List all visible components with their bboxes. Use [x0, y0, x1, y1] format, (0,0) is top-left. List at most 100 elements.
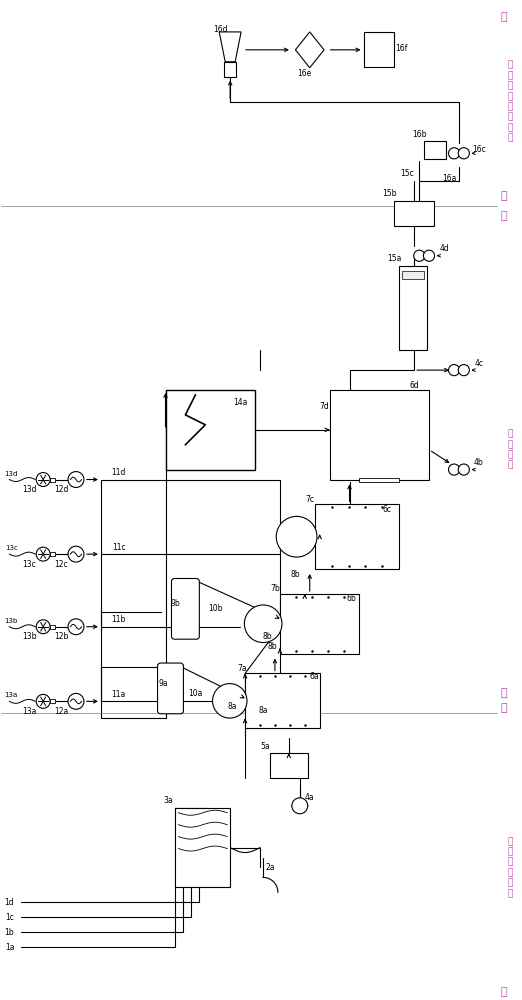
Circle shape	[212, 684, 247, 718]
FancyBboxPatch shape	[172, 579, 199, 639]
Bar	[245, 673, 319, 728]
FancyBboxPatch shape	[158, 663, 183, 714]
Text: 〉: 〉	[501, 191, 507, 201]
Circle shape	[448, 365, 460, 376]
Text: 14a: 14a	[233, 398, 247, 407]
Text: 15a: 15a	[387, 254, 401, 263]
Text: 4c: 4c	[474, 359, 483, 368]
Text: 13a: 13a	[22, 707, 37, 716]
Text: 8a: 8a	[228, 702, 237, 711]
Bar	[402, 271, 424, 279]
Circle shape	[423, 250, 435, 261]
Circle shape	[68, 472, 84, 487]
Bar	[50, 478, 55, 482]
Text: 6d: 6d	[409, 381, 419, 390]
Text: 4a: 4a	[305, 793, 315, 802]
Text: 12a: 12a	[54, 707, 68, 716]
Circle shape	[36, 547, 50, 561]
Bar	[224, 62, 236, 77]
Text: 6a: 6a	[310, 672, 319, 681]
Text: 7c: 7c	[305, 495, 314, 504]
Circle shape	[458, 464, 469, 475]
Bar	[50, 625, 55, 629]
Circle shape	[68, 693, 84, 709]
Text: 16c: 16c	[472, 145, 485, 154]
Bar	[270, 753, 308, 778]
Bar	[399, 266, 427, 350]
Bar	[50, 552, 55, 556]
Text: 颗
粒
化
、
包
装
工
序: 颗 粒 化 、 包 装 工 序	[508, 61, 513, 142]
Circle shape	[292, 798, 308, 814]
Text: 13b: 13b	[5, 618, 18, 624]
Text: 13d: 13d	[22, 485, 37, 494]
Text: 16d: 16d	[213, 25, 228, 34]
Text: 13c: 13c	[5, 545, 18, 551]
Text: 13b: 13b	[22, 632, 37, 641]
Text: 1d: 1d	[5, 898, 14, 907]
Circle shape	[448, 148, 460, 159]
Circle shape	[244, 605, 282, 643]
Text: 11b: 11b	[112, 615, 126, 624]
Bar	[315, 504, 399, 569]
Text: 7d: 7d	[320, 402, 329, 411]
Text: 12b: 12b	[54, 632, 68, 641]
Text: 1b: 1b	[5, 928, 14, 937]
Text: 10b: 10b	[208, 604, 222, 613]
Text: 12d: 12d	[54, 485, 68, 494]
Text: 1a: 1a	[5, 943, 14, 952]
Text: 16f: 16f	[395, 44, 408, 53]
Text: 9b: 9b	[171, 599, 180, 608]
Text: 13a: 13a	[5, 692, 18, 698]
Circle shape	[68, 546, 84, 562]
Bar	[165, 390, 255, 470]
Text: 5a: 5a	[260, 742, 270, 751]
Text: 〈: 〈	[501, 703, 507, 713]
Circle shape	[276, 516, 317, 557]
Text: 7b: 7b	[270, 584, 280, 593]
Text: 11c: 11c	[112, 543, 126, 552]
Bar	[360, 478, 399, 482]
Text: 8a: 8a	[258, 706, 268, 715]
Bar	[424, 141, 446, 159]
Text: 12c: 12c	[54, 560, 68, 569]
Polygon shape	[295, 32, 324, 68]
Bar	[329, 390, 429, 480]
Text: 3a: 3a	[164, 796, 173, 805]
Text: 9a: 9a	[159, 679, 168, 688]
Text: 〉: 〉	[501, 987, 507, 997]
Text: 16b: 16b	[412, 130, 426, 139]
Text: 縮
聚
工
序: 縮 聚 工 序	[508, 430, 513, 470]
Circle shape	[68, 619, 84, 635]
Text: 〈: 〈	[501, 12, 507, 22]
Text: 4b: 4b	[474, 458, 484, 467]
Circle shape	[458, 148, 469, 159]
Text: 8b: 8b	[290, 570, 300, 579]
Circle shape	[36, 620, 50, 634]
Bar	[364, 32, 394, 67]
Bar	[394, 201, 434, 226]
Text: 8b: 8b	[262, 632, 272, 641]
Circle shape	[458, 365, 469, 376]
Polygon shape	[219, 32, 241, 62]
Text: 15c: 15c	[400, 169, 414, 178]
Text: 〈: 〈	[501, 211, 507, 221]
Circle shape	[36, 694, 50, 708]
Text: 15b: 15b	[382, 189, 397, 198]
Bar	[280, 594, 360, 654]
Circle shape	[448, 464, 460, 475]
Text: 16e: 16e	[298, 69, 312, 78]
Text: 13d: 13d	[5, 471, 18, 477]
Text: 10a: 10a	[188, 689, 203, 698]
Circle shape	[413, 250, 425, 261]
Text: 7a: 7a	[238, 664, 247, 673]
Text: 8b: 8b	[267, 642, 277, 651]
Text: 4d: 4d	[439, 244, 449, 253]
Text: 6b: 6b	[347, 594, 357, 603]
Text: 16a: 16a	[442, 174, 456, 183]
Text: 〉: 〉	[501, 688, 507, 698]
Text: 1c: 1c	[5, 913, 14, 922]
Circle shape	[36, 473, 50, 486]
Text: 6c: 6c	[383, 505, 392, 514]
Text: 2a: 2a	[265, 863, 275, 872]
Bar	[175, 808, 230, 887]
